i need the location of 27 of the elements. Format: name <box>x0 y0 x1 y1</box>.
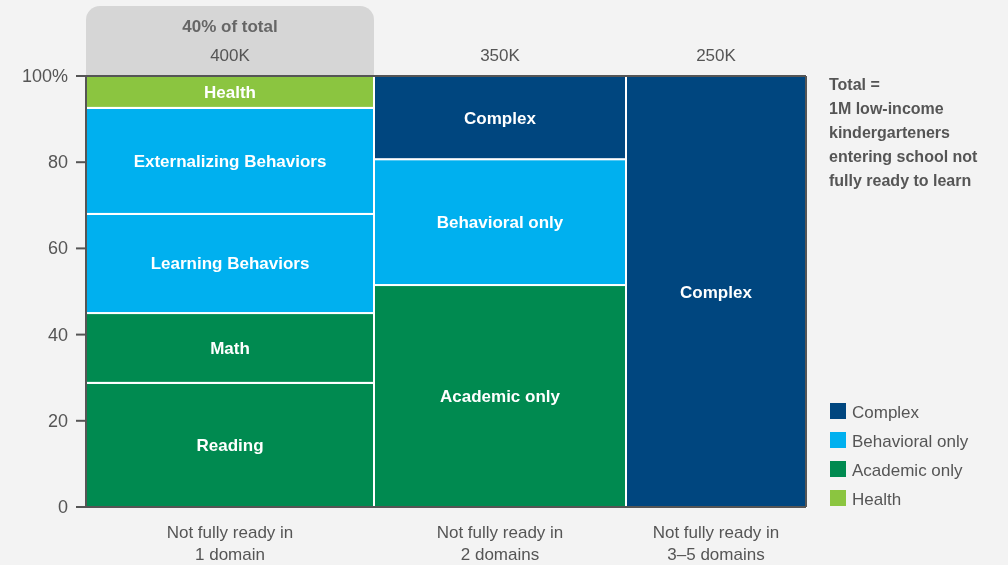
text: 250K <box>696 46 737 65</box>
y-tick-label: 40 <box>47 324 68 345</box>
x-tick-label: Not fully ready in 3–5 domains <box>652 523 780 564</box>
text: Academic only <box>852 461 963 480</box>
x-tick-label: Not fully ready in 1 domain <box>166 523 294 564</box>
series-label: Academic only <box>440 387 561 407</box>
text: Total = 1M low-income kindergarteners entering school not fully ready to learn <box>829 76 979 189</box>
text: 400K <box>210 46 251 65</box>
x-tick-label: Not fully ready in 2 domains <box>436 523 564 564</box>
series-label: Learning Behaviors <box>150 254 310 274</box>
y-tick-label: 80 <box>47 152 68 173</box>
y-tick-label: 60 <box>47 238 68 259</box>
text: Behavioral only <box>436 213 564 233</box>
y-tick-label: 100% <box>21 66 68 86</box>
text: 350K <box>480 46 521 65</box>
text: Health <box>204 82 256 102</box>
text: 40% of total <box>182 17 278 36</box>
y-tick-label: 0 <box>57 497 68 517</box>
series-label: Externalizing Behaviors <box>133 151 327 171</box>
legend-label: Health <box>852 490 902 509</box>
series-label: Math <box>210 338 250 358</box>
legend-label: Complex <box>852 403 920 422</box>
legend-label: Behavioral only <box>852 432 969 451</box>
y-tick-label: 20 <box>47 410 68 431</box>
series-label: Reading <box>196 435 264 455</box>
text: Complex <box>680 282 752 302</box>
text: Complex <box>464 108 536 128</box>
